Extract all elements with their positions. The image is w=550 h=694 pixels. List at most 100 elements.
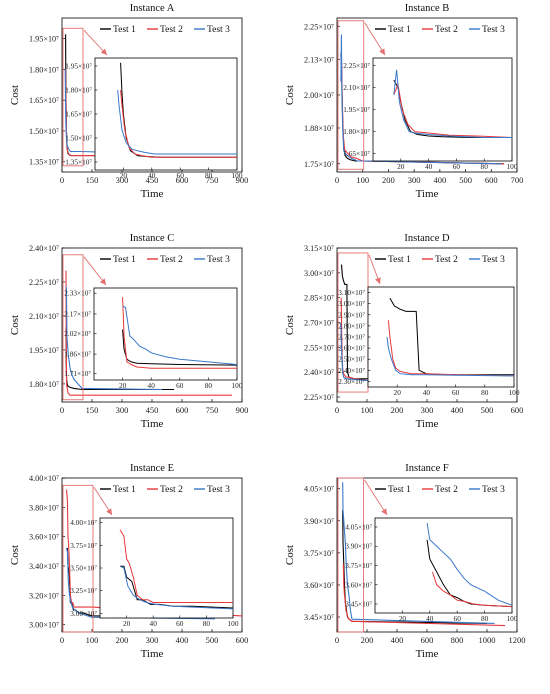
y-tick-label: 3.00×10⁷	[29, 621, 59, 630]
x-tick-label: 150	[86, 405, 99, 415]
y-tick-label: 3.75×10⁷	[304, 549, 334, 558]
x-tick-label: 700	[511, 175, 524, 185]
y-tick-label: 3.60×10⁷	[304, 581, 334, 590]
inset-frame	[375, 518, 512, 613]
inset-y-tick-label: 2.02×10⁷	[64, 329, 91, 338]
x-tick-label: 0	[60, 635, 64, 645]
y-tick-label: 3.60×10⁷	[29, 533, 59, 542]
y-axis-label: Cost	[9, 545, 21, 565]
y-tick-label: 2.55×10⁷	[304, 343, 334, 352]
inset-y-tick-label: 3.75×10⁷	[70, 541, 97, 550]
x-tick-label: 200	[391, 405, 404, 415]
y-tick-label: 2.00×10⁷	[304, 91, 334, 100]
legend-entry-test-1: Test 1	[113, 485, 136, 495]
y-tick-label: 3.80×10⁷	[29, 503, 59, 512]
y-tick-label: 2.85×10⁷	[304, 294, 334, 303]
y-tick-label: 2.13×10⁷	[304, 55, 334, 64]
inset-y-tick-label: 3.25×10⁷	[70, 586, 97, 595]
x-axis-label: Time	[416, 188, 439, 200]
y-tick-label: 1.65×10⁷	[29, 96, 59, 105]
inset-x-tick-label: 80	[205, 171, 213, 180]
x-axis-label: Time	[141, 418, 164, 430]
x-tick-label: 0	[335, 405, 339, 415]
inset-y-tick-label: 1.65×10⁷	[343, 149, 370, 158]
x-tick-label: 150	[86, 175, 99, 185]
y-tick-label: 2.40×10⁷	[304, 368, 334, 377]
legend-entry-test-1: Test 1	[113, 255, 136, 265]
inset-y-tick-label: 1.71×10⁷	[64, 369, 91, 378]
inset-y-tick-label: 2.40×10⁷	[338, 366, 365, 375]
legend-entry-test-3: Test 3	[207, 255, 230, 265]
inset-x-tick-label: 80	[205, 381, 213, 390]
inset-y-tick-label: 3.00×10⁷	[338, 299, 365, 308]
x-tick-label: 750	[206, 405, 219, 415]
legend-entry-test-3: Test 3	[207, 25, 230, 35]
y-tick-label: 4.05×10⁷	[304, 485, 334, 494]
legend-entry-test-1: Test 1	[388, 255, 411, 265]
y-tick-label: 1.35×10⁷	[29, 158, 59, 167]
inset-x-tick-label: 20	[394, 388, 402, 397]
x-axis-label: Time	[141, 648, 164, 660]
inset-x-tick-label: 60	[177, 171, 185, 180]
chart-title: Instance D	[404, 233, 450, 244]
inset-y-tick-label: 3.50×10⁷	[70, 564, 97, 573]
inset-x-tick-label: 40	[148, 171, 156, 180]
chart-title: Instance B	[405, 3, 450, 14]
inset-y-tick-label: 2.17×10⁷	[64, 309, 91, 318]
inset-y-tick-label: 2.30×10⁷	[338, 377, 365, 386]
legend-entry-test-3: Test 3	[482, 485, 505, 495]
y-tick-label: 2.40×10⁷	[29, 244, 59, 253]
x-tick-label: 0	[335, 175, 339, 185]
inset-y-tick-label: 1.35×10⁷	[65, 158, 92, 167]
inset-y-tick-label: 1.80×10⁷	[65, 86, 92, 95]
y-tick-label: 2.25×10⁷	[304, 393, 334, 402]
x-tick-label: 600	[176, 405, 189, 415]
inset-y-tick-label: 2.33×10⁷	[64, 289, 91, 298]
y-tick-label: 1.75×10⁷	[304, 160, 334, 169]
inset-y-tick-label: 1.50×10⁷	[65, 134, 92, 143]
inset-x-tick-label: 100	[232, 381, 243, 390]
y-tick-label: 1.50×10⁷	[29, 127, 59, 136]
x-tick-label: 450	[146, 405, 159, 415]
inset-x-tick-label: 20	[119, 381, 127, 390]
inset-y-tick-label: 2.70×10⁷	[338, 333, 365, 342]
x-tick-label: 400	[391, 635, 404, 645]
inset-y-tick-label: 2.50×10⁷	[338, 355, 365, 364]
x-tick-label: 100	[361, 405, 374, 415]
y-tick-label: 1.80×10⁷	[29, 380, 59, 389]
inset-x-tick-label: 100	[509, 388, 520, 397]
x-tick-label: 600	[421, 635, 434, 645]
legend-entry-test-2: Test 2	[160, 255, 183, 265]
inset-x-tick-label: 60	[452, 388, 460, 397]
x-tick-label: 300	[116, 405, 129, 415]
inset-x-tick-label: 20	[399, 614, 407, 623]
x-tick-label: 0	[60, 405, 64, 415]
inset-x-tick-label: 40	[150, 619, 158, 628]
inset-x-tick-label: 100	[507, 614, 518, 623]
y-tick-label: 1.95×10⁷	[29, 346, 59, 355]
y-tick-label: 3.20×10⁷	[29, 591, 59, 600]
inset-y-tick-label: 2.10×10⁷	[343, 83, 370, 92]
zoom-arrow-head	[100, 278, 106, 285]
x-tick-label: 600	[511, 405, 524, 415]
legend-entry-test-2: Test 2	[160, 485, 183, 495]
inset-x-tick-label: 60	[176, 381, 184, 390]
legend-entry-test-2: Test 2	[435, 255, 458, 265]
y-tick-label: 1.88×10⁷	[304, 124, 334, 133]
inset-y-tick-label: 1.95×10⁷	[343, 105, 370, 114]
chart-title: Instance A	[130, 3, 175, 14]
inset-x-tick-label: 80	[481, 388, 489, 397]
x-tick-label: 400	[451, 405, 464, 415]
x-tick-label: 300	[408, 175, 421, 185]
inset-y-tick-label: 4.00×10⁷	[70, 518, 97, 527]
x-tick-label: 0	[60, 175, 64, 185]
x-tick-label: 500	[206, 635, 219, 645]
inset-y-tick-label: 3.75×10⁷	[345, 561, 372, 570]
inset-x-tick-label: 80	[481, 162, 489, 171]
inset-frame	[95, 58, 237, 170]
y-tick-label: 2.25×10⁷	[29, 278, 59, 287]
